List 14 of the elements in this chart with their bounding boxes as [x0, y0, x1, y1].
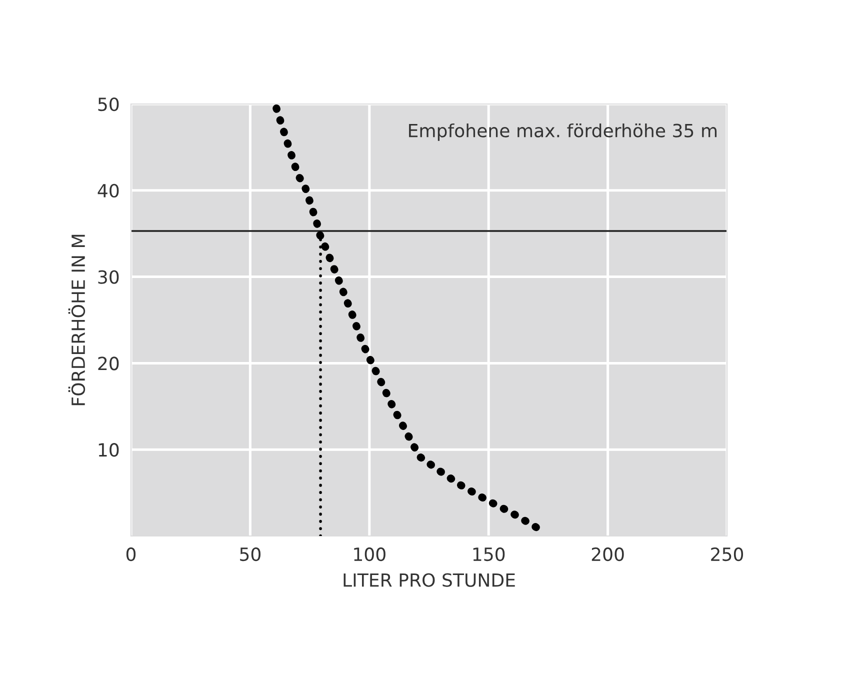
- y-tick-label: 50: [98, 97, 119, 112]
- x-tick-label: 50: [240, 547, 260, 562]
- x-tick-label: 0: [126, 547, 136, 562]
- x-tick-label: 150: [473, 547, 505, 562]
- x-tick-label: 200: [592, 547, 624, 562]
- annotation: Empfohene max. förderhöhe 35 m: [409, 123, 717, 141]
- x-tick-label: 100: [354, 547, 386, 562]
- x-axis-title: LITER PRO STUNDE: [344, 573, 515, 587]
- y-tick-label: 10: [98, 443, 119, 457]
- y-tick-label: 30: [98, 270, 119, 284]
- y-tick-label: 20: [98, 356, 119, 370]
- x-tick-label: 250: [711, 547, 744, 562]
- y-tick-label: 40: [98, 184, 119, 198]
- y-axis-title: FÖRDERHÖHE IN M: [68, 234, 86, 406]
